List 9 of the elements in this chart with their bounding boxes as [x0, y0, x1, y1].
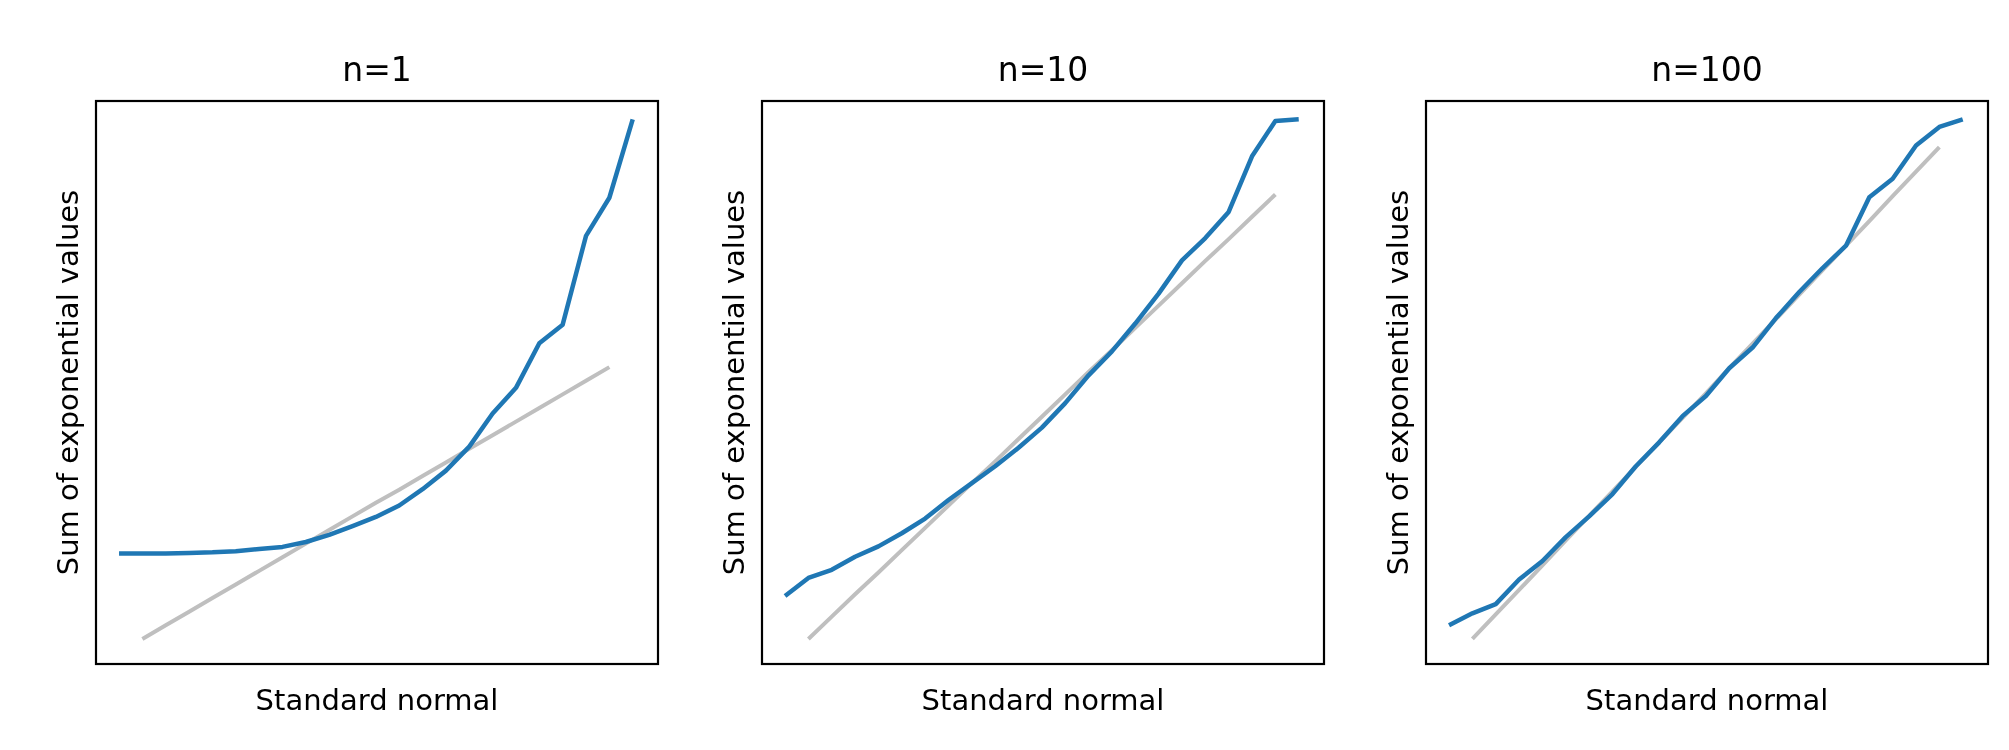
x-axis-title: Standard normal	[255, 683, 499, 717]
y-axis-title: Sum of exponential values	[717, 189, 751, 576]
chart-title: n=10	[997, 50, 1089, 89]
chart-title: n=1	[342, 50, 412, 89]
x-axis-title: Standard normal	[921, 683, 1165, 717]
y-axis-title: Sum of exponential values	[51, 189, 85, 576]
chart-title: n=100	[1651, 50, 1763, 89]
x-axis-title: Standard normal	[1585, 683, 1829, 717]
y-axis-title: Sum of exponential values	[1381, 189, 1415, 576]
